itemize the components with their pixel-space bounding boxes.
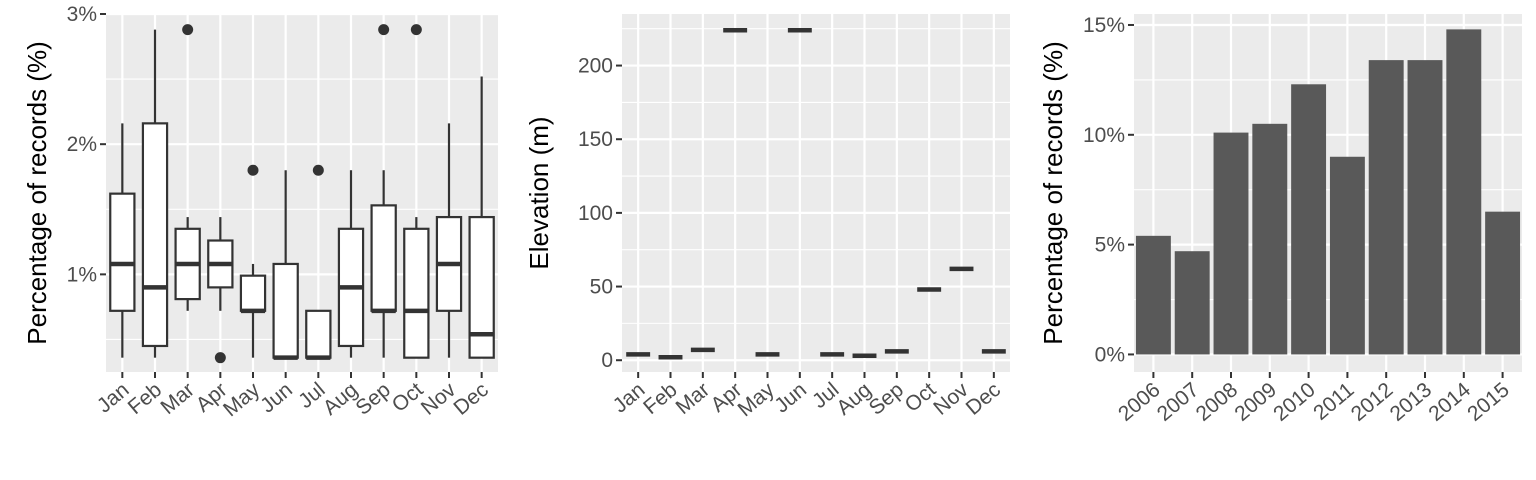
y-tick-label: 100 xyxy=(578,202,613,225)
y-tick-label: 0 xyxy=(601,349,613,372)
x-tick-label: Dec xyxy=(962,378,1005,420)
y-axis-ticks: 0% 5% 10% 15% xyxy=(1083,14,1134,366)
x-tick-label: 2010 xyxy=(1269,378,1320,426)
bar xyxy=(1368,60,1404,355)
y-tick-label: 150 xyxy=(578,128,613,151)
box xyxy=(403,227,430,359)
x-tick-label: 2012 xyxy=(1347,378,1398,426)
bar xyxy=(1407,60,1443,355)
bar xyxy=(1135,235,1171,355)
x-tick-label: Dec xyxy=(449,378,492,420)
x-tick-label: Jun xyxy=(256,378,297,417)
y-tick-label: 3% xyxy=(67,3,97,26)
box xyxy=(272,262,299,359)
bar xyxy=(1446,29,1482,355)
box xyxy=(141,122,169,348)
box xyxy=(239,274,267,312)
box xyxy=(305,309,332,359)
y-tick-label: 1% xyxy=(67,263,97,286)
y-axis-title: Percentage of records (%) xyxy=(1038,41,1068,344)
bar xyxy=(1213,132,1249,355)
outlier-point xyxy=(312,164,324,176)
gridlines xyxy=(622,14,1010,372)
bar xyxy=(1485,211,1521,355)
box xyxy=(370,204,397,312)
outlier-point xyxy=(247,164,259,176)
y-tick-label: 10% xyxy=(1083,124,1125,147)
y-axis-ticks: 1% 2% 3% xyxy=(67,3,106,286)
boxes xyxy=(626,27,1006,360)
x-tick-label: 2011 xyxy=(1309,378,1358,425)
monthly-percentage-boxplot: 1% 2% 3% JanFebMarAprMayJunJulAugSepOctNov… xyxy=(22,3,498,421)
box xyxy=(468,215,495,359)
boxes xyxy=(109,24,495,364)
plot-background xyxy=(622,14,1010,372)
x-tick-label: 2015 xyxy=(1463,378,1514,426)
x-tick-label: Jun xyxy=(770,378,811,417)
x-tick-label: 2007 xyxy=(1153,378,1204,426)
y-tick-label: 50 xyxy=(590,276,613,299)
x-tick-label: 2013 xyxy=(1386,378,1437,426)
bar xyxy=(1329,156,1365,355)
x-tick-label: 2008 xyxy=(1192,378,1243,426)
y-tick-label: 2% xyxy=(67,133,97,156)
y-axis-ticks: 0 50 100 150 200 xyxy=(578,55,622,372)
outlier-point xyxy=(182,24,194,36)
y-tick-label: 15% xyxy=(1083,14,1125,37)
bar xyxy=(1174,251,1210,355)
y-tick-label: 5% xyxy=(1095,234,1125,257)
outlier-point xyxy=(378,24,390,36)
x-tick-label: 2009 xyxy=(1230,378,1281,426)
monthly-elevation-boxplot: 0 50 100 150 200 JanFebMarAprMayJunJulAugSep… xyxy=(524,14,1010,421)
bars xyxy=(1135,29,1521,355)
outlier-point xyxy=(214,352,226,364)
yearly-percentage-bar-chart: 0%5%10%15% 20062007200820092010201120122… xyxy=(1038,14,1522,426)
bar xyxy=(1252,123,1288,355)
plot-background xyxy=(106,14,498,372)
x-tick-label: 2014 xyxy=(1424,378,1475,426)
x-tick-label: 2006 xyxy=(1114,378,1165,426)
bar xyxy=(1291,84,1327,355)
box xyxy=(109,192,136,312)
y-axis-title: Elevation (m) xyxy=(524,116,554,269)
y-tick-label: 0% xyxy=(1095,343,1125,366)
y-axis-title: Percentage of records (%) xyxy=(22,41,52,344)
outlier-point xyxy=(410,24,422,36)
y-tick-label: 200 xyxy=(578,55,613,78)
